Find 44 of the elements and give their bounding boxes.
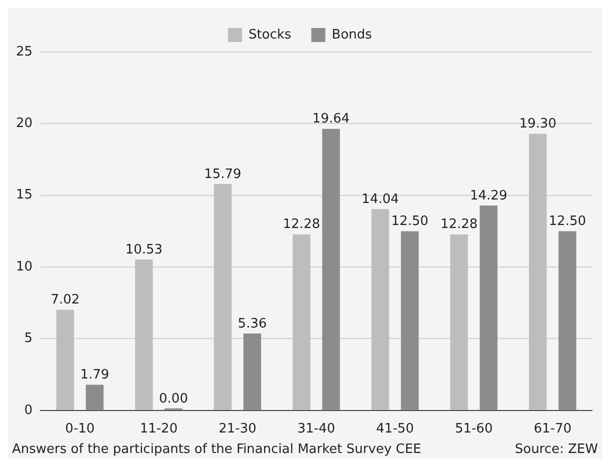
y-tick-label: 0 xyxy=(24,402,33,418)
data-label: 12.28 xyxy=(440,217,478,232)
y-tick-label: 15 xyxy=(16,188,33,203)
data-label: 1.79 xyxy=(80,368,110,383)
data-label: 14.04 xyxy=(362,192,399,207)
bar xyxy=(400,231,419,410)
data-label: 10.53 xyxy=(125,242,163,258)
x-tick-label: 41-50 xyxy=(376,422,414,437)
data-label: 7.02 xyxy=(50,292,80,308)
bar xyxy=(56,310,74,410)
y-tick-label: 20 xyxy=(16,116,33,132)
x-tick-label: 0-10 xyxy=(65,422,95,437)
x-tick-label: 21-30 xyxy=(218,422,256,437)
bar xyxy=(528,134,547,410)
x-tick-label: 11-20 xyxy=(140,422,178,437)
y-tick-label: 10 xyxy=(16,259,33,274)
bar xyxy=(243,334,262,410)
bar xyxy=(322,128,340,410)
data-label: 12.50 xyxy=(391,214,428,230)
data-label: 5.36 xyxy=(238,316,267,332)
data-label: 19.30 xyxy=(519,116,556,132)
bar xyxy=(214,184,232,410)
legend-label: Stocks xyxy=(248,27,292,42)
bar xyxy=(558,231,576,410)
bar xyxy=(450,234,468,410)
data-label: 12.28 xyxy=(282,217,320,232)
bar xyxy=(86,384,104,410)
x-tick-label: 31-40 xyxy=(297,422,336,437)
data-label: 14.29 xyxy=(470,188,508,204)
bar xyxy=(135,259,153,410)
source-note: Source: ZEW xyxy=(514,442,598,457)
x-tick-label: 51-60 xyxy=(454,422,493,437)
legend-label: Bonds xyxy=(332,27,372,42)
data-label: 19.64 xyxy=(312,112,350,127)
x-tick-label: 61-70 xyxy=(534,422,572,437)
data-label: 15.79 xyxy=(204,166,242,182)
y-tick-label: 5 xyxy=(24,331,33,346)
data-label: 12.50 xyxy=(548,214,586,230)
bar xyxy=(292,234,310,410)
bar xyxy=(480,206,498,410)
bar xyxy=(371,209,390,410)
data-label: 0.00 xyxy=(159,391,188,406)
y-tick-label: 25 xyxy=(16,44,33,60)
text: Answers of the participants of the Financial Market Survey CEE xyxy=(12,442,422,457)
